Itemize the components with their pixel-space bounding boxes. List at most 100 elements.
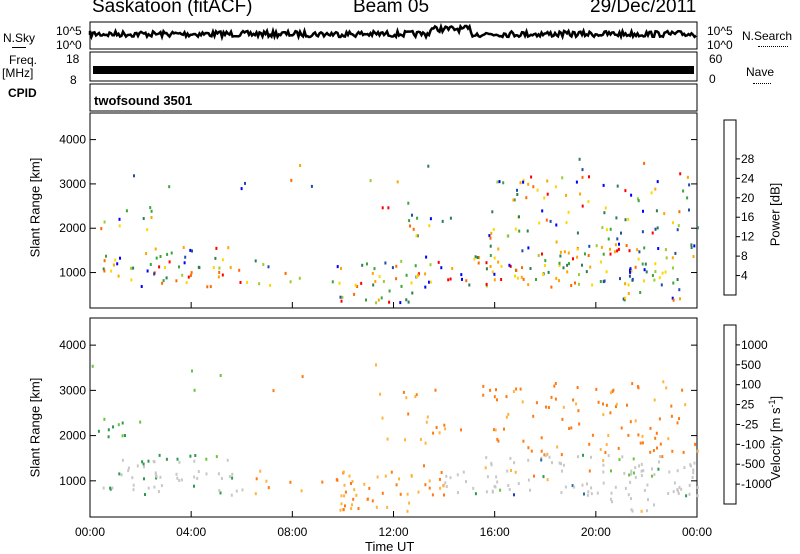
velocity-colorbar-tick-label: 100 bbox=[741, 378, 761, 392]
power-echo-cell bbox=[613, 250, 616, 254]
velocity-echo-cell bbox=[651, 467, 653, 471]
power-echo-cell bbox=[130, 266, 133, 270]
velocity-echo-cell bbox=[381, 491, 384, 495]
power-echo-cell bbox=[521, 249, 524, 253]
velocity-echo-cell bbox=[628, 473, 631, 477]
power-echo-cell bbox=[190, 271, 193, 275]
power-echo-cell bbox=[591, 283, 594, 287]
velocity-echo-cell bbox=[615, 402, 618, 406]
power-colorbar-tick-label: 16 bbox=[741, 210, 755, 224]
power-echo-cell bbox=[526, 229, 529, 233]
velocity-echo-cell bbox=[676, 488, 679, 492]
power-echo-cell bbox=[447, 278, 450, 282]
velocity-echo-cell bbox=[676, 421, 679, 425]
velocity-echo-cell bbox=[496, 398, 498, 402]
power-echo-cell bbox=[491, 210, 494, 214]
cpid-value: twofsound 3501 bbox=[94, 93, 193, 108]
velocity-echo-cell bbox=[540, 449, 543, 453]
power-echo-cell bbox=[497, 247, 500, 251]
velocity-echo-cell bbox=[205, 472, 208, 476]
power-echo-cell bbox=[609, 247, 611, 251]
power-echo-cell bbox=[578, 282, 580, 286]
velocity-echo-cell bbox=[681, 388, 684, 392]
power-echo-cell bbox=[572, 257, 574, 261]
velocity-echo-cell bbox=[340, 494, 343, 498]
power-echo-cell bbox=[566, 270, 569, 274]
x-tick-label: 04:00 bbox=[176, 525, 206, 539]
power-echo-cell bbox=[267, 265, 270, 269]
velocity-echo-cell bbox=[630, 469, 633, 473]
power-echo-cell bbox=[654, 227, 657, 231]
velocity-echo-cell bbox=[176, 457, 179, 461]
power-echo-cell bbox=[209, 285, 212, 289]
power-echo-cell bbox=[140, 285, 143, 288]
velocity-echo-cell bbox=[684, 403, 687, 407]
power-echo-cell bbox=[149, 263, 152, 266]
velocity-echo-cell bbox=[602, 413, 605, 417]
power-echo-cell bbox=[427, 164, 430, 168]
power-echo-cell bbox=[558, 261, 561, 265]
velocity-echo-cell bbox=[449, 476, 452, 480]
velocity-echo-cell bbox=[398, 477, 400, 481]
velocity-echo-cell bbox=[482, 393, 485, 397]
power-echo-cell bbox=[642, 209, 644, 213]
power-echo-cell bbox=[624, 282, 627, 286]
velocity-echo-cell bbox=[543, 453, 546, 457]
velocity-echo-cell bbox=[259, 469, 262, 473]
velocity-ytick-label: 1000 bbox=[59, 474, 86, 488]
velocity-echo-cell bbox=[604, 451, 607, 454]
velocity-echo-cell bbox=[554, 397, 557, 401]
velocity-echo-cell bbox=[410, 474, 413, 478]
velocity-echo-cell bbox=[611, 500, 613, 504]
power-echo-cell bbox=[630, 269, 633, 273]
velocity-echo-cell bbox=[489, 388, 492, 392]
power-echo-cell bbox=[485, 267, 488, 271]
power-echo-cell bbox=[377, 298, 380, 302]
velocity-echo-cell bbox=[490, 461, 493, 465]
velocity-echo-cell bbox=[602, 402, 604, 406]
power-echo-cell bbox=[298, 276, 301, 280]
velocity-echo-cell bbox=[532, 414, 535, 418]
velocity-echo-cell bbox=[405, 396, 408, 400]
velocity-echo-cell bbox=[495, 388, 497, 392]
velocity-echo-cell bbox=[506, 469, 509, 473]
power-echo-cell bbox=[679, 172, 682, 176]
velocity-echo-cell bbox=[522, 439, 525, 443]
power-echo-cell bbox=[550, 285, 553, 289]
power-echo-cell bbox=[527, 182, 530, 186]
power-echo-cell bbox=[468, 283, 471, 287]
velocity-echo-cell bbox=[230, 493, 233, 497]
freq-tick-high: 18 bbox=[66, 52, 80, 66]
power-echo-cell bbox=[671, 296, 674, 300]
power-colorbar-tick-label: 28 bbox=[741, 152, 755, 166]
power-echo-cell bbox=[520, 275, 523, 279]
velocity-echo-cell bbox=[671, 449, 674, 453]
power-echo-cell bbox=[570, 284, 573, 287]
velocity-echo-cell bbox=[484, 466, 487, 470]
velocity-echo-cell bbox=[505, 395, 508, 399]
power-echo-cell bbox=[555, 276, 558, 280]
power-echo-cell bbox=[529, 267, 532, 270]
velocity-echo-cell bbox=[335, 478, 338, 482]
velocity-echo-cell bbox=[623, 471, 626, 475]
power-echo-cell bbox=[588, 244, 591, 248]
velocity-echo-cell bbox=[653, 503, 655, 507]
velocity-echo-cell bbox=[646, 483, 649, 487]
velocity-echo-cell bbox=[434, 388, 437, 392]
velocity-echo-cell bbox=[301, 375, 304, 379]
x-tick-label: 20:00 bbox=[581, 525, 611, 539]
power-echo-cell bbox=[686, 196, 689, 200]
power-echo-cell bbox=[384, 261, 387, 265]
velocity-echo-cell bbox=[352, 497, 355, 501]
velocity-echo-cell bbox=[425, 420, 428, 424]
velocity-echo-cell bbox=[637, 433, 640, 437]
velocity-echo-cell bbox=[651, 474, 653, 478]
velocity-echo-cell bbox=[631, 509, 634, 513]
power-echo-cell bbox=[643, 161, 646, 165]
velocity-echo-cell bbox=[220, 477, 223, 480]
velocity-echo-cell bbox=[414, 395, 417, 399]
velocity-echo-cell bbox=[656, 446, 658, 450]
velocity-echo-cell bbox=[554, 382, 557, 385]
velocity-echo-cell bbox=[408, 501, 411, 505]
velocity-echo-cell bbox=[386, 437, 389, 441]
